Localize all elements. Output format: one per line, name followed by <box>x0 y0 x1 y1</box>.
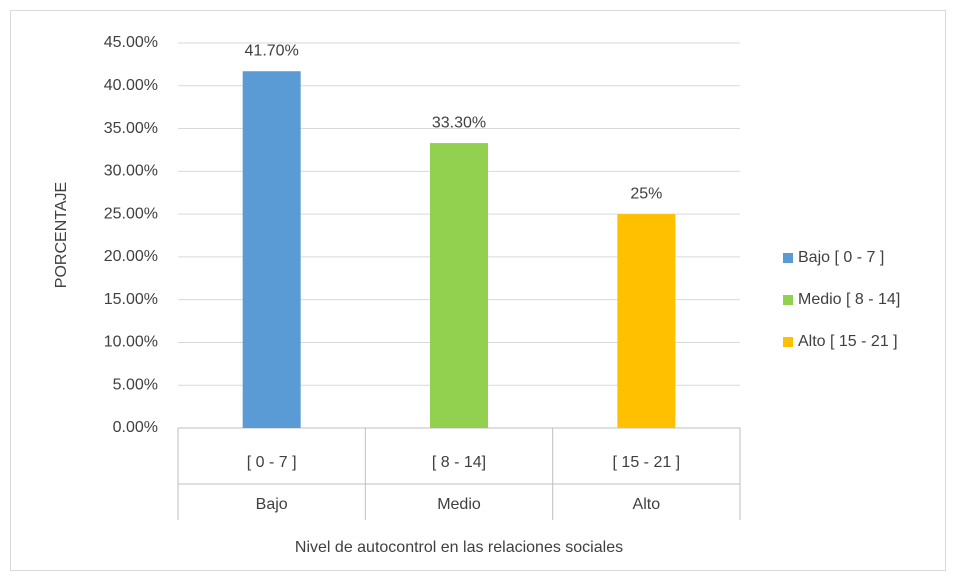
x-subcategory-label: [ 0 - 7 ] <box>247 454 297 471</box>
y-tick-label: 0.00% <box>113 419 158 436</box>
bar <box>430 143 488 428</box>
data-label: 41.70% <box>245 42 299 59</box>
x-axis-title: Nivel de autocontrol en las relaciones s… <box>295 539 623 556</box>
x-subcategory-label: [ 8 - 14] <box>432 454 486 471</box>
y-axis-title: PORCENTAJE <box>53 182 70 288</box>
y-tick-label: 20.00% <box>104 248 158 265</box>
bar <box>242 71 301 428</box>
y-tick-label: 35.00% <box>104 120 158 137</box>
legend-label: Medio [ 8 - 14] <box>798 291 900 308</box>
y-tick-label: 30.00% <box>104 163 158 180</box>
y-tick-label: 40.00% <box>104 77 158 94</box>
data-label: 33.30% <box>432 114 486 131</box>
x-subcategory-label: [ 15 - 21 ] <box>613 454 681 471</box>
x-category-label: Bajo <box>256 496 288 513</box>
y-tick-label: 45.00% <box>104 34 158 51</box>
y-tick-label: 15.00% <box>104 291 158 308</box>
legend-label: Alto [ 15 - 21 ] <box>798 333 898 350</box>
bar <box>617 214 676 428</box>
y-tick-label: 10.00% <box>104 334 158 351</box>
x-category-label: Medio <box>437 496 481 513</box>
x-category-label: Alto <box>633 496 661 513</box>
data-label: 25% <box>630 185 662 202</box>
legend-label: Bajo [ 0 - 7 ] <box>798 249 884 266</box>
legend-swatch <box>783 295 793 305</box>
legend-swatch <box>783 337 793 347</box>
y-tick-label: 25.00% <box>104 205 158 222</box>
y-tick-label: 5.00% <box>113 376 158 393</box>
legend-swatch <box>783 253 793 263</box>
